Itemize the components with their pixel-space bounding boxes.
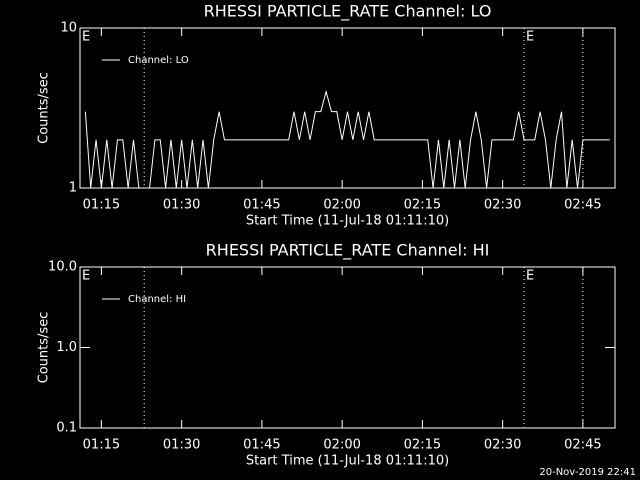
x-tick-label: 02:45 xyxy=(564,198,601,213)
x-axis-label: Start Time (11-Jul-18 01:11:10) xyxy=(246,454,449,469)
x-tick-label: 02:00 xyxy=(323,438,360,453)
y-tick-label: 1 xyxy=(69,181,77,196)
event-label: E xyxy=(526,30,534,45)
x-tick-label: 02:30 xyxy=(484,198,521,213)
event-label: E xyxy=(82,269,90,284)
y-axis-label: Counts/sec xyxy=(37,312,52,384)
y-tick-label: 10.0 xyxy=(48,260,77,275)
x-tick-label: 01:45 xyxy=(243,438,280,453)
chart-title: RHESSI PARTICLE_RATE Channel: LO xyxy=(204,2,492,22)
data-line xyxy=(84,89,610,189)
x-tick-label: 01:45 xyxy=(243,198,280,213)
event-label: E xyxy=(526,269,534,284)
x-tick-label: 02:45 xyxy=(564,438,601,453)
x-tick-label: 02:15 xyxy=(404,438,441,453)
legend-label: Channel: HI xyxy=(128,294,186,305)
x-tick-label: 01:15 xyxy=(83,438,120,453)
plot-frame xyxy=(79,27,616,189)
x-tick-label: 01:30 xyxy=(163,438,200,453)
event-label: E xyxy=(82,30,90,45)
y-axis-label: Counts/sec xyxy=(37,72,52,144)
y-tick-label: 1.0 xyxy=(56,340,77,355)
x-axis-label: Start Time (11-Jul-18 01:11:10) xyxy=(246,214,449,229)
plot-frame xyxy=(79,266,616,429)
footer: 20-Nov-2019 22:41 xyxy=(539,467,636,478)
x-tick-label: 01:30 xyxy=(163,198,200,213)
x-tick-label: 02:00 xyxy=(323,198,360,213)
x-tick-label: 02:30 xyxy=(484,438,521,453)
chart-title: RHESSI PARTICLE_RATE Channel: HI xyxy=(206,241,490,261)
y-tick-label: 10 xyxy=(60,21,77,36)
x-tick-label: 01:15 xyxy=(83,198,120,213)
legend-label: Channel: LO xyxy=(128,55,189,66)
y-tick-label: 0.1 xyxy=(56,421,77,436)
x-tick-label: 02:15 xyxy=(404,198,441,213)
